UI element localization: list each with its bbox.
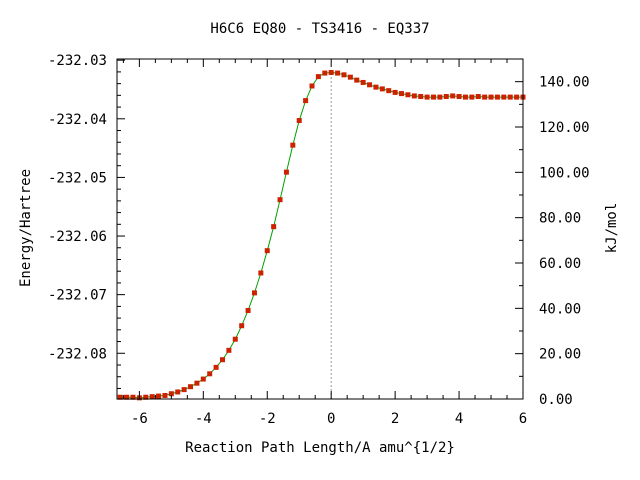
y-axis-left: -232.03 -232.04 -232.05 -232.06 -232.07 -232.… (48, 53, 125, 389)
data-point (437, 94, 443, 100)
data-point (124, 394, 130, 400)
y-right-tick-label: 60.00 (539, 256, 581, 272)
data-point (469, 94, 475, 100)
data-point (200, 376, 206, 382)
x-tick-label: 6 (519, 411, 527, 427)
y-axis-left-label: Energy/Hartree (18, 169, 34, 287)
data-point (130, 394, 136, 400)
data-point (181, 387, 187, 393)
energy-curve-line (120, 71, 523, 399)
data-point (277, 197, 283, 203)
data-point (335, 70, 341, 76)
data-point (430, 94, 436, 100)
data-point (488, 94, 494, 100)
data-point (328, 69, 334, 75)
data-point (354, 77, 360, 83)
data-point (156, 393, 162, 399)
y-right-tick-label: 80.00 (539, 211, 581, 227)
y-axis-right-label: kJ/mol (604, 203, 620, 254)
y-left-tick-label: -232.07 (48, 288, 107, 304)
data-point (514, 94, 520, 100)
data-point (143, 394, 149, 400)
y-right-tick-label: 0.00 (539, 392, 573, 408)
x-tick-label: -6 (131, 411, 148, 427)
data-point (399, 91, 405, 97)
data-point (168, 391, 174, 397)
y-left-tick-label: -232.08 (48, 346, 107, 362)
data-point (386, 88, 392, 94)
data-point (232, 336, 238, 342)
data-point (303, 98, 309, 104)
y-right-tick-label: 120.00 (539, 120, 590, 136)
y-right-tick-label: 140.00 (539, 75, 590, 91)
data-point (220, 357, 225, 363)
y-left-tick-label: -232.04 (48, 112, 107, 128)
x-tick-label: -4 (195, 411, 212, 427)
data-point (251, 290, 257, 296)
data-point (341, 72, 347, 78)
data-point (245, 307, 251, 313)
y-right-tick-label: 40.00 (539, 301, 581, 317)
data-point (149, 394, 155, 400)
y-left-tick-label: -232.06 (48, 229, 107, 245)
chart-title: H6C6 EQ80 - TS3416 - EQ337 (210, 21, 429, 37)
y-right-tick-label: 20.00 (539, 347, 581, 363)
x-axis: -6 -4 -2 0 2 4 6 (122, 59, 527, 427)
data-point (322, 70, 328, 76)
data-point (188, 384, 194, 390)
data-point (264, 248, 270, 254)
data-point (194, 380, 200, 386)
data-point (315, 74, 321, 80)
data-point (379, 86, 385, 92)
data-point (405, 92, 411, 98)
data-point (347, 74, 353, 80)
data-point (443, 94, 449, 100)
y-left-tick-label: -232.05 (48, 170, 107, 186)
data-point (475, 94, 481, 100)
data-point (501, 94, 507, 100)
data-point (162, 392, 168, 398)
x-tick-label: 2 (391, 411, 399, 427)
x-axis-label: Reaction Path Length/A amu^{1/2} (185, 440, 455, 456)
y-right-tick-label: 100.00 (539, 165, 590, 181)
x-tick-label: 0 (327, 411, 335, 427)
data-point (175, 389, 181, 395)
data-point (258, 270, 264, 276)
data-point (271, 224, 277, 230)
data-point (283, 169, 289, 175)
data-point (418, 94, 424, 100)
data-point (226, 347, 232, 353)
data-point (309, 83, 315, 89)
data-point (482, 94, 488, 100)
data-point (456, 94, 462, 100)
data-point (367, 82, 373, 88)
data-point (207, 371, 213, 377)
data-point (290, 142, 296, 148)
x-tick-label: -2 (259, 411, 276, 427)
data-point (392, 89, 398, 95)
data-point (360, 79, 366, 85)
data-point (117, 394, 123, 400)
data-point (239, 323, 245, 329)
data-point (450, 93, 456, 99)
data-point (213, 364, 219, 370)
plot-frame (116, 58, 524, 400)
data-point (424, 94, 430, 100)
data-point (494, 94, 500, 100)
data-point (296, 118, 302, 124)
y-axis-right: 0.00 20.00 40.00 60.00 80.00 100.00 120.00 140.… (515, 75, 590, 408)
x-tick-label: 4 (455, 411, 463, 427)
data-point (462, 94, 468, 100)
data-point (507, 94, 513, 100)
y-left-tick-label: -232.03 (48, 53, 107, 69)
series-group (117, 69, 526, 401)
data-point (373, 84, 379, 90)
data-point (411, 93, 417, 99)
